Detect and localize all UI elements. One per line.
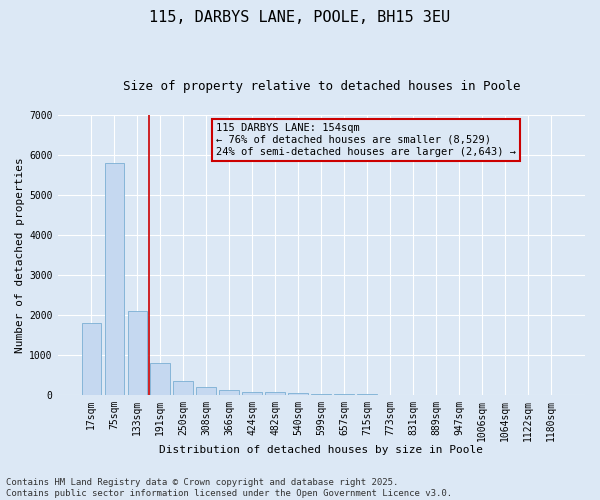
Bar [220, 390, 239, 395]
Bar [82, 323, 101, 395]
Text: 115, DARBYS LANE, POOLE, BH15 3EU: 115, DARBYS LANE, POOLE, BH15 3EU [149, 10, 451, 25]
Title: Size of property relative to detached houses in Poole: Size of property relative to detached ho… [122, 80, 520, 93]
Bar [265, 392, 285, 395]
Bar [242, 392, 262, 395]
Bar [334, 394, 354, 395]
X-axis label: Distribution of detached houses by size in Poole: Distribution of detached houses by size … [159, 445, 483, 455]
Y-axis label: Number of detached properties: Number of detached properties [15, 157, 25, 353]
Bar [128, 311, 147, 395]
Bar [173, 381, 193, 395]
Bar [311, 394, 331, 395]
Text: 115 DARBYS LANE: 154sqm
← 76% of detached houses are smaller (8,529)
24% of semi: 115 DARBYS LANE: 154sqm ← 76% of detache… [216, 124, 516, 156]
Bar [104, 163, 124, 395]
Bar [151, 363, 170, 395]
Text: Contains HM Land Registry data © Crown copyright and database right 2025.
Contai: Contains HM Land Registry data © Crown c… [6, 478, 452, 498]
Bar [289, 393, 308, 395]
Bar [196, 387, 216, 395]
